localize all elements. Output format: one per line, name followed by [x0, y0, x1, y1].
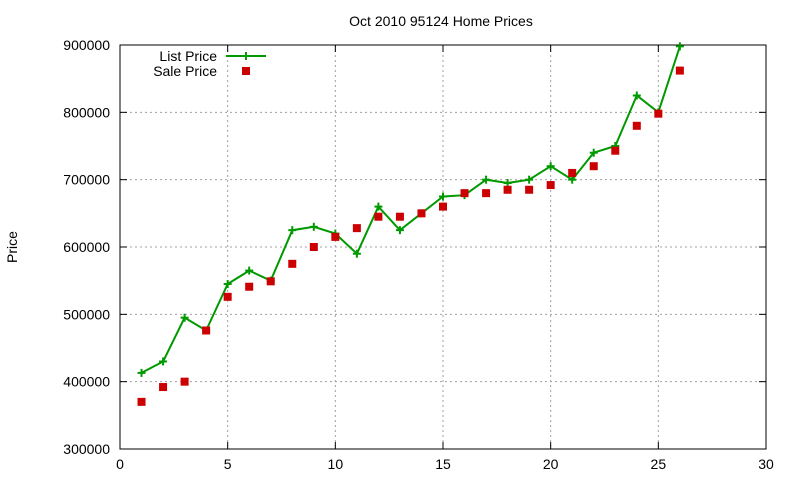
plot-frame: [119, 44, 767, 450]
list-price-point: [568, 175, 577, 184]
sale-price-point: [675, 66, 684, 75]
legend-label-list-price: List Price: [159, 48, 217, 64]
y-tick-label: 600000: [63, 239, 110, 255]
list-price-point: [546, 162, 555, 171]
sale-price-point: [503, 185, 512, 194]
list-price-point: [503, 179, 512, 188]
sale-price-point: [288, 259, 297, 268]
list-price-point: [675, 42, 684, 51]
y-tick-label: 300000: [63, 441, 110, 457]
data-series: [137, 42, 684, 406]
sale-price-point: [482, 189, 491, 198]
sale-price-point: [137, 397, 146, 406]
sale-price-point: [395, 212, 404, 221]
sale-price-point: [266, 277, 275, 286]
x-tick-label: 0: [116, 456, 124, 472]
list-price-point: [632, 91, 641, 100]
axes: 300000 400000 500000 600000 700000 800000 9000…: [63, 37, 774, 472]
list-price-point: [137, 368, 146, 377]
sale-price-point: [202, 326, 211, 335]
sale-price-point: [245, 282, 254, 291]
list-price-point: [245, 266, 254, 275]
y-tick-label: 900000: [63, 37, 110, 53]
list-price-point: [395, 226, 404, 235]
y-tick-label: 700000: [63, 172, 110, 188]
list-price-line: [141, 45, 681, 374]
x-tick-label: 10: [328, 456, 344, 472]
list-price-point: [180, 313, 189, 322]
sale-price-point: [439, 202, 447, 211]
y-tick-label: 500000: [63, 306, 110, 322]
sale-price-point: [223, 292, 232, 301]
y-axis-label: Price: [4, 231, 20, 263]
sale-price-point: [309, 243, 318, 251]
list-price-point: [589, 148, 598, 157]
sale-price-point: [654, 109, 663, 118]
sale-price-point: [352, 224, 361, 233]
x-tick-label: 20: [543, 456, 559, 472]
sale-price-point: [611, 146, 620, 155]
list-price-point: [309, 222, 318, 231]
sale-price-point: [632, 121, 641, 130]
list-price-point: [439, 192, 447, 201]
list-price-point: [482, 175, 491, 184]
list-price-point: [288, 226, 297, 235]
sale-price-point: [159, 383, 168, 392]
list-price-point: [374, 202, 383, 211]
x-tick-label: 25: [651, 456, 667, 472]
y-tick-label: 800000: [63, 104, 110, 120]
sale-price-point: [546, 181, 555, 190]
x-tick-label: 15: [435, 456, 451, 472]
list-price-point: [525, 175, 534, 184]
sale-price-point: [589, 162, 598, 171]
sale-price-point: [525, 185, 534, 194]
list-price-point: [223, 280, 232, 289]
list-price-point: [159, 357, 168, 366]
y-tick-label: 400000: [63, 374, 110, 390]
legend-marker-sale-price: [242, 67, 250, 75]
legend-label-sale-price: Sale Price: [153, 63, 217, 79]
sale-price-point: [374, 212, 383, 221]
sale-price-point: [180, 377, 189, 386]
sale-price-point: [331, 232, 340, 241]
grid-lines: [120, 45, 766, 449]
x-tick-label: 30: [758, 456, 774, 472]
sale-price-point: [568, 168, 577, 177]
legend-marker-list-price: [242, 52, 250, 60]
x-tick-label: 5: [224, 456, 232, 472]
sale-price-point: [460, 189, 469, 198]
sale-price-point: [417, 209, 426, 218]
chart-title: Oct 2010 95124 Home Prices: [349, 13, 533, 29]
list-price-point: [352, 249, 361, 258]
